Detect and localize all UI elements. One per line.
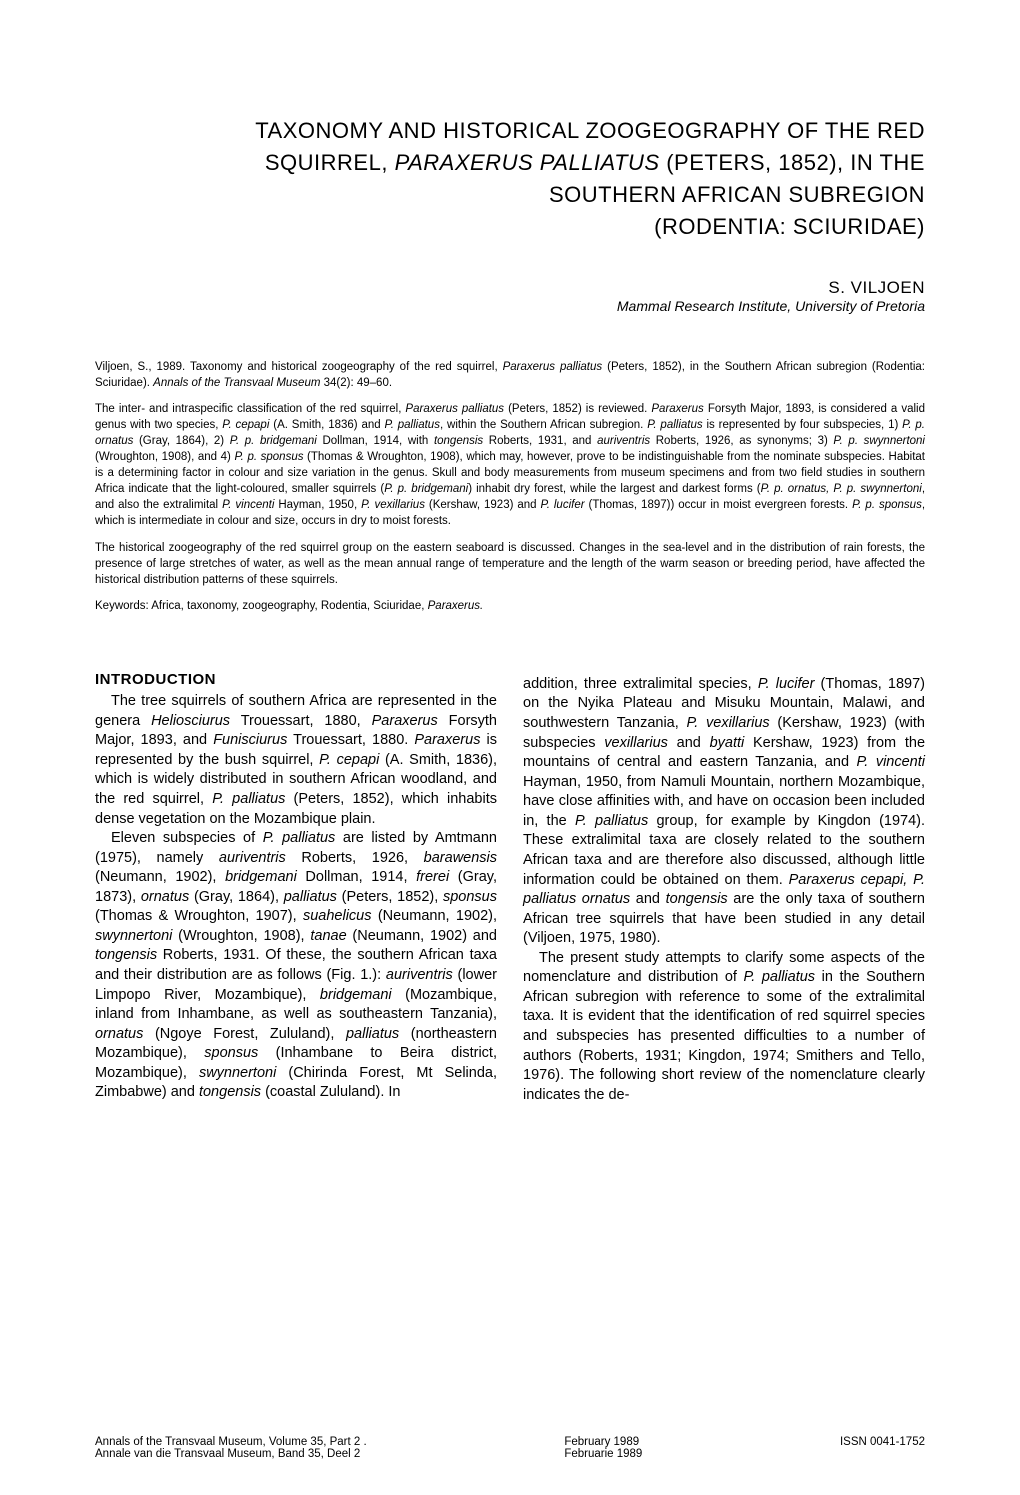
body-para-3: addition, three extralimital species, P.…: [523, 675, 925, 949]
footer-journal-af: Annale van die Transvaal Museum, Band 35…: [95, 1448, 367, 1460]
column-left: INTRODUCTION The tree squirrels of south…: [95, 654, 497, 1105]
author-name: S. VILJOEN: [95, 278, 925, 298]
abstract-block: Viljoen, S., 1989. Taxonomy and historic…: [95, 359, 925, 614]
citation-para: Viljoen, S., 1989. Taxonomy and historic…: [95, 359, 925, 391]
author-block: S. VILJOEN Mammal Research Institute, Un…: [95, 278, 925, 314]
author-affiliation: Mammal Research Institute, University of…: [95, 298, 925, 314]
title-line-3: SOUTHERN AFRICAN SUBREGION: [95, 179, 925, 211]
body-para-4: The present study attempts to clarify so…: [523, 949, 925, 1106]
body-columns: INTRODUCTION The tree squirrels of south…: [95, 654, 925, 1105]
footer-left: Annals of the Transvaal Museum, Volume 3…: [95, 1436, 367, 1460]
title-line-1: TAXONOMY AND HISTORICAL ZOOGEOGRAPHY OF …: [95, 115, 925, 147]
body-para-2: Eleven subspecies of P. palliatus are li…: [95, 829, 497, 1103]
column-right: addition, three extralimital species, P.…: [523, 654, 925, 1105]
footer-right: ISSN 0041-1752: [840, 1436, 925, 1460]
footer-issn: ISSN 0041-1752: [840, 1436, 925, 1448]
footer: Annals of the Transvaal Museum, Volume 3…: [95, 1436, 925, 1460]
keywords: Keywords: Africa, taxonomy, zoogeography…: [95, 598, 925, 614]
body-para-1: The tree squirrels of southern Africa ar…: [95, 692, 497, 829]
footer-date-en: February 1989: [564, 1436, 642, 1448]
abstract-para-2: The historical zoogeography of the red s…: [95, 540, 925, 588]
title-line-4: (RODENTIA: SCIURIDAE): [95, 211, 925, 243]
footer-center: February 1989 Februarie 1989: [564, 1436, 642, 1460]
footer-date-af: Februarie 1989: [564, 1448, 642, 1460]
abstract-para-1: The inter- and intraspecific classificat…: [95, 401, 925, 530]
section-heading: INTRODUCTION: [95, 670, 497, 690]
title-block: TAXONOMY AND HISTORICAL ZOOGEOGRAPHY OF …: [95, 115, 925, 243]
footer-journal-en: Annals of the Transvaal Museum, Volume 3…: [95, 1436, 367, 1448]
title-line-2: SQUIRREL, PARAXERUS PALLIATUS (PETERS, 1…: [95, 147, 925, 179]
